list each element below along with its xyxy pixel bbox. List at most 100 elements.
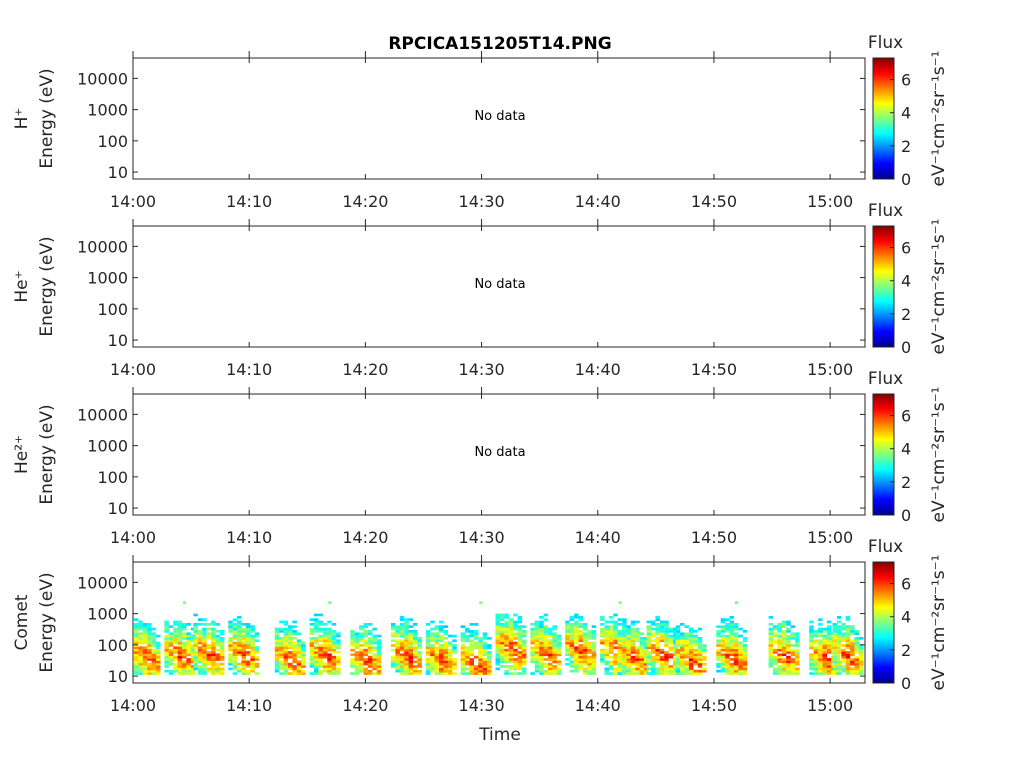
flux-cell: [499, 648, 505, 652]
flux-cell: [836, 630, 842, 633]
flux-cell: [439, 655, 444, 659]
flux-cell: [439, 646, 444, 650]
flux-cell: [395, 630, 400, 633]
spectrogram-cells: [133, 601, 864, 675]
flux-cell: [777, 625, 782, 628]
flux-cell: [688, 632, 694, 636]
flux-cell: [781, 623, 787, 626]
flux-cell: [574, 613, 579, 617]
flux-cell: [608, 627, 614, 631]
flux-cell: [147, 646, 152, 650]
flux-cell: [376, 634, 382, 638]
flux-cell: [513, 660, 518, 664]
flux-cell: [613, 672, 618, 675]
flux-cell: [587, 644, 592, 647]
flux-cell: [504, 672, 509, 675]
flux-cell: [215, 653, 220, 657]
flux-cell: [408, 618, 414, 621]
flux-cell: [539, 667, 544, 671]
flux-cell: [151, 651, 157, 654]
flux-cell: [430, 662, 435, 666]
flux-cell: [372, 627, 377, 631]
flux-cell: [513, 651, 518, 654]
flux-cell: [417, 665, 422, 668]
flux-cell: [254, 646, 260, 650]
flux-cell: [651, 672, 656, 675]
flux-cell: [288, 627, 293, 631]
flux-cell: [534, 669, 540, 673]
flux-cell: [363, 641, 368, 645]
flux-cell: [786, 662, 791, 666]
flux-cell: [413, 630, 418, 633]
flux-cell: [548, 658, 553, 661]
flux-cell: [327, 646, 332, 650]
flux-cell: [151, 669, 157, 673]
flux-cell: [425, 644, 431, 647]
flux-cell: [675, 648, 681, 652]
flux-cell: [604, 644, 609, 647]
flux-cell: [241, 658, 246, 661]
x-tick-label: 14:30: [459, 696, 505, 715]
flux-cell: [469, 630, 474, 633]
flux-cell: [644, 655, 649, 659]
flux-cell: [473, 667, 479, 671]
flux-cell: [288, 672, 293, 675]
flux-cell: [626, 651, 631, 654]
flux-cell: [413, 655, 418, 659]
flux-cell: [504, 613, 509, 617]
flux-cell: [626, 627, 631, 631]
flux-cell: [552, 648, 557, 652]
flux-cell: [539, 672, 544, 675]
flux-cell: [845, 658, 851, 661]
flux-cell: [250, 667, 255, 671]
flux-cell: [768, 623, 774, 626]
flux-cell: [173, 630, 178, 633]
flux-cell: [173, 669, 178, 673]
flux-cell: [513, 672, 518, 675]
flux-cell: [850, 660, 855, 664]
flux-cell: [569, 669, 575, 673]
flux-cell: [404, 625, 409, 628]
flux-cell: [469, 665, 474, 668]
flux-cell: [822, 646, 827, 650]
flux-cell: [460, 653, 466, 657]
flux-cell: [211, 637, 216, 640]
flux-cell: [522, 662, 527, 666]
flux-cell: [850, 630, 855, 633]
flux-cell: [508, 625, 514, 628]
flux-cell: [197, 630, 203, 633]
flux-cell: [591, 662, 597, 666]
flux-cell: [668, 641, 674, 645]
flux-cell: [809, 625, 814, 628]
flux-cell: [211, 660, 216, 664]
flux-cell: [621, 644, 627, 647]
flux-cell: [425, 662, 431, 666]
flux-cell: [206, 632, 212, 636]
flux-cell: [508, 653, 514, 657]
flux-cell: [543, 634, 549, 638]
flux-cell: [539, 662, 544, 666]
flux-cell: [720, 630, 726, 633]
flux-cell: [693, 658, 698, 661]
flux-cell: [626, 655, 631, 659]
flux-cell: [314, 662, 319, 666]
flux-cell: [164, 655, 169, 659]
flux-cell: [322, 665, 328, 668]
flux-cell: [534, 634, 540, 638]
flux-cell: [777, 660, 782, 664]
flux-cell: [186, 634, 191, 638]
flux-cell: [193, 637, 198, 640]
flux-cell: [688, 653, 694, 657]
flux-cell: [543, 651, 549, 654]
flux-cell: [604, 632, 609, 636]
flux-cell: [447, 672, 453, 675]
flux-cell: [173, 665, 178, 668]
flux-cell: [508, 651, 514, 654]
flux-cell: [279, 630, 284, 633]
flux-cell: [499, 641, 505, 645]
flux-cell: [587, 651, 592, 654]
flux-cell: [443, 646, 448, 650]
flux-cell: [443, 658, 448, 661]
flux-cell: [147, 672, 152, 675]
flux-cell: [651, 648, 656, 652]
